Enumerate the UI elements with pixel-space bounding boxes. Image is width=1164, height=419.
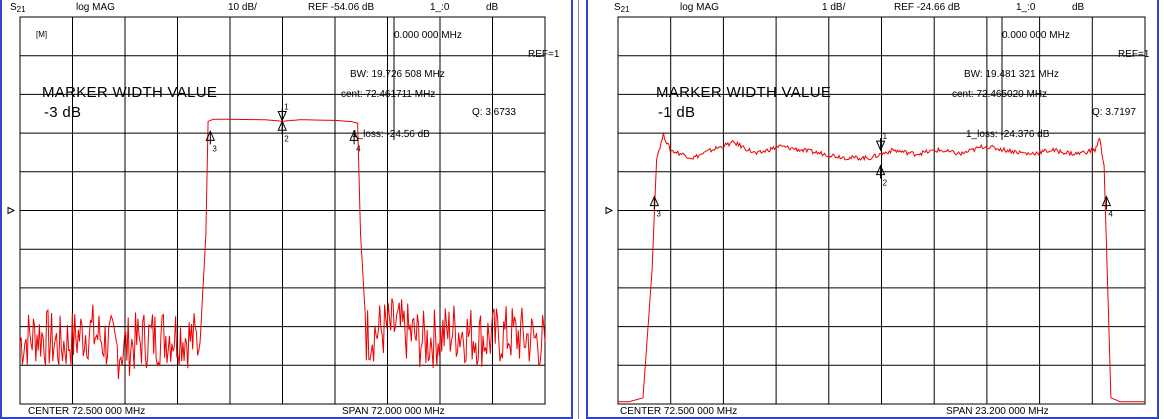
q-readout: Q: 3.6733 bbox=[472, 107, 516, 118]
frequency-span: SPAN 23.200 000 MHz bbox=[946, 406, 1049, 417]
trace-plot: 1 2 3 4 bbox=[605, 16, 1146, 405]
format-label: log MAG bbox=[680, 2, 719, 13]
marker-label: 3 bbox=[656, 210, 661, 219]
unit-label: dB bbox=[1072, 2, 1085, 13]
marker-2-icon: 2 bbox=[875, 164, 888, 188]
format-label: log MAG bbox=[76, 2, 115, 13]
analyzer-display-left: 1 2 3 4 S21 log MAG 10 dB/ REF -54.06 dB 1_… bbox=[0, 0, 573, 419]
reference-label: REF -54.06 dB bbox=[308, 2, 375, 13]
marker-4-icon: 4 bbox=[1101, 195, 1113, 219]
marker-3-icon: 3 bbox=[649, 195, 661, 219]
measurement-label: S21 bbox=[10, 2, 26, 14]
marker-width-title: MARKER WIDTH VALUE bbox=[656, 84, 832, 101]
unit-label: dB bbox=[486, 2, 499, 13]
marker-3-icon: 3 bbox=[205, 130, 217, 153]
q-readout: Q: 3.7197 bbox=[1092, 107, 1136, 118]
marker-label: 3 bbox=[212, 144, 217, 153]
marker-4-icon: 4 bbox=[349, 130, 361, 153]
reference-arrow-icon bbox=[7, 206, 16, 215]
center-frequency: CENTER 72.500 000 MHz bbox=[620, 406, 738, 417]
loss-readout: 1_loss: -24.56 dB bbox=[352, 129, 430, 140]
marker-1-icon: 1 bbox=[875, 132, 888, 152]
width-value: -1 dB bbox=[658, 104, 696, 121]
ref-mark: REF=1 bbox=[528, 49, 560, 60]
analyzer-display-right: 1 2 3 4 S21 log MAG 1 dB/ REF -24.66 dB 1_:… bbox=[586, 0, 1159, 419]
frequency-span: SPAN 72.000 000 MHz bbox=[342, 406, 445, 417]
marker-label: 1 bbox=[284, 102, 289, 111]
marker-label: 2 bbox=[284, 134, 289, 143]
marker-2-icon: 2 bbox=[277, 120, 289, 143]
bandwidth-readout: BW: 19.726 508 MHz bbox=[350, 69, 445, 80]
marker-width-title: MARKER WIDTH VALUE bbox=[42, 84, 218, 101]
marker-readout: 1_:0 bbox=[430, 2, 450, 13]
reference-label: REF -24.66 dB bbox=[894, 2, 961, 13]
center-frequency: CENTER 72.500 000 MHz bbox=[28, 406, 146, 417]
center-readout: cent: 72.461711 MHz bbox=[341, 89, 436, 100]
marker-label: 1 bbox=[883, 132, 888, 141]
corner-tag: [M] bbox=[36, 30, 48, 39]
panel-divider bbox=[578, 0, 579, 419]
scale-label: 1 dB/ bbox=[822, 2, 846, 13]
marker-freq: 0.000 000 MHz bbox=[1002, 30, 1070, 41]
measurement-label: S21 bbox=[614, 2, 630, 14]
reference-arrow-icon bbox=[605, 206, 614, 215]
marker-freq: 0.000 000 MHz bbox=[394, 30, 462, 41]
marker-readout: 1_:0 bbox=[1016, 2, 1036, 13]
scale-label: 10 dB/ bbox=[228, 2, 257, 13]
marker-label: 4 bbox=[356, 144, 361, 153]
ref-mark: REF=1 bbox=[1118, 49, 1150, 60]
center-readout: cent: 72.465020 MHz bbox=[952, 89, 1048, 100]
measurement-trace bbox=[618, 132, 1145, 403]
bandwidth-readout: BW: 19.481 321 MHz bbox=[964, 69, 1059, 80]
marker-label: 2 bbox=[883, 179, 888, 188]
loss-readout: 1_loss: -24.376 dB bbox=[966, 129, 1050, 140]
marker-1-icon: 1 bbox=[277, 102, 289, 122]
marker-label: 4 bbox=[1108, 210, 1113, 219]
width-value: -3 dB bbox=[44, 104, 82, 121]
trace-plot: 1 2 3 4 bbox=[7, 16, 546, 405]
